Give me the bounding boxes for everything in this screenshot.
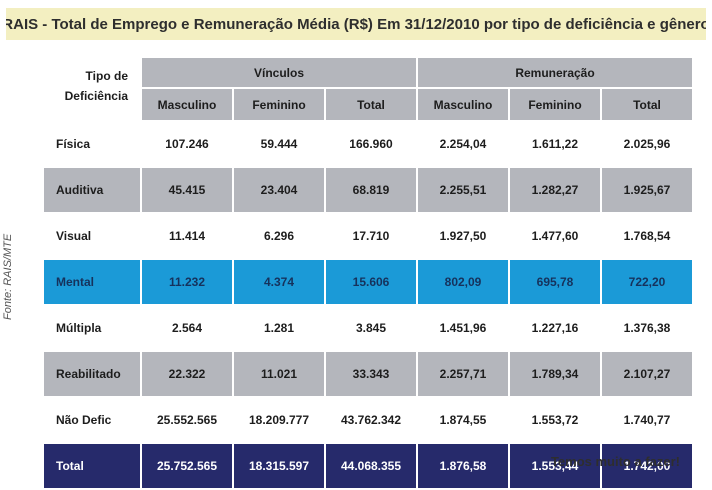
table-cell: 166.960 [326, 122, 416, 166]
table-cell: 18.315.597 [234, 444, 324, 488]
footer-tagline: Temos muito a fazer! [550, 454, 680, 469]
table-cell: 1.789,34 [510, 352, 600, 396]
table-cell: 1.477,60 [510, 214, 600, 258]
table-cell: 802,09 [418, 260, 508, 304]
table-cell: 2.564 [142, 306, 232, 350]
subheader-row: Masculino Feminino Total Masculino Femin… [44, 89, 692, 120]
corner-line-1: Tipo de [85, 69, 128, 83]
subheader-total: Total [602, 89, 692, 120]
table-row: Física 107.246 59.444 166.960 2.254,04 1… [44, 122, 692, 166]
table-cell: 1.282,27 [510, 168, 600, 212]
row-label: Mental [44, 260, 140, 304]
table-cell: 11.232 [142, 260, 232, 304]
table-cell: 59.444 [234, 122, 324, 166]
table-row: Auditiva 45.415 23.404 68.819 2.255,51 1… [44, 168, 692, 212]
table-cell: 3.845 [326, 306, 416, 350]
subheader-feminino: Feminino [510, 89, 600, 120]
row-label: Total [44, 444, 140, 488]
table-cell: 107.246 [142, 122, 232, 166]
table-cell: 1.611,22 [510, 122, 600, 166]
table-cell: 1.876,58 [418, 444, 508, 488]
group-header-vinculos: Vínculos [142, 58, 416, 87]
table-cell: 15.606 [326, 260, 416, 304]
group-header-row: Tipo de Deficiência Vínculos Remuneração [44, 58, 692, 120]
subheader-feminino: Feminino [234, 89, 324, 120]
table-cell: 2.025,96 [602, 122, 692, 166]
table-cell: 722,20 [602, 260, 692, 304]
row-label: Auditiva [44, 168, 140, 212]
group-header-remuneracao: Remuneração [418, 58, 692, 87]
table-cell: 33.343 [326, 352, 416, 396]
table-row: Reabilitado 22.322 11.021 33.343 2.257,7… [44, 352, 692, 396]
table-cell: 25.552.565 [142, 398, 232, 442]
table-cell: 2.254,04 [418, 122, 508, 166]
page-title: RAIS - Total de Emprego e Remuneração Mé… [6, 15, 706, 33]
row-label: Múltipla [44, 306, 140, 350]
table-cell: 22.322 [142, 352, 232, 396]
table-cell: 68.819 [326, 168, 416, 212]
table-cell: 1.281 [234, 306, 324, 350]
table-cell: 1.768,54 [602, 214, 692, 258]
table-cell: 44.068.355 [326, 444, 416, 488]
table-cell: 1.927,50 [418, 214, 508, 258]
table-row: Múltipla 2.564 1.281 3.845 1.451,96 1.22… [44, 306, 692, 350]
table-cell: 2.107,27 [602, 352, 692, 396]
subheader-total: Total [326, 89, 416, 120]
table-cell: 17.710 [326, 214, 416, 258]
table-cell: 1.376,38 [602, 306, 692, 350]
table-cell: 6.296 [234, 214, 324, 258]
table-cell: 43.762.342 [326, 398, 416, 442]
table-cell: 4.374 [234, 260, 324, 304]
subheader-masculino: Masculino [418, 89, 508, 120]
table-cell: 1.925,67 [602, 168, 692, 212]
corner-line-2: Deficiência [64, 89, 128, 103]
table-cell: 23.404 [234, 168, 324, 212]
table-cell: 695,78 [510, 260, 600, 304]
table-cell: 1.227,16 [510, 306, 600, 350]
title-bar: RAIS - Total de Emprego e Remuneração Mé… [6, 8, 706, 40]
table-row: Visual 11.414 6.296 17.710 1.927,50 1.47… [44, 214, 692, 258]
source-note: Fonte: RAIS/MTE [2, 233, 14, 320]
table-cell: 11.021 [234, 352, 324, 396]
table-cell: 2.257,71 [418, 352, 508, 396]
table-cell: 45.415 [142, 168, 232, 212]
table-row-highlighted: Mental 11.232 4.374 15.606 802,09 695,78… [44, 260, 692, 304]
table-row: Não Defic 25.552.565 18.209.777 43.762.3… [44, 398, 692, 442]
table-cell: 2.255,51 [418, 168, 508, 212]
table-cell: 25.752.565 [142, 444, 232, 488]
row-label: Reabilitado [44, 352, 140, 396]
table-cell: 11.414 [142, 214, 232, 258]
row-label: Visual [44, 214, 140, 258]
row-header-label: Tipo de Deficiência [44, 58, 140, 120]
table-cell: 1.740,77 [602, 398, 692, 442]
employment-table: Tipo de Deficiência Vínculos Remuneração… [42, 56, 694, 490]
subheader-masculino: Masculino [142, 89, 232, 120]
table-cell: 18.209.777 [234, 398, 324, 442]
row-label: Física [44, 122, 140, 166]
table-cell: 1.451,96 [418, 306, 508, 350]
table-cell: 1.874,55 [418, 398, 508, 442]
row-label: Não Defic [44, 398, 140, 442]
table-cell: 1.553,72 [510, 398, 600, 442]
